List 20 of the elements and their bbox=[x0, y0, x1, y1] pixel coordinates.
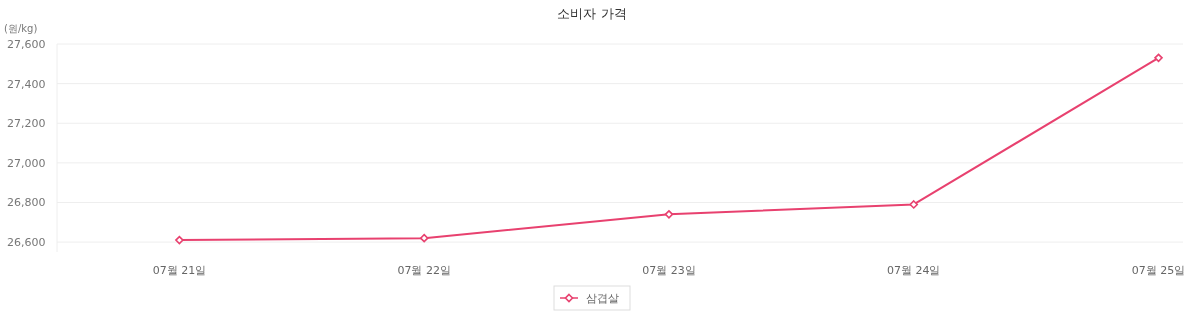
x-tick-label: 07월 22일 bbox=[397, 264, 451, 277]
point bbox=[1154, 53, 1163, 63]
point bbox=[419, 233, 429, 243]
y-tick-label: 26,600 bbox=[7, 236, 46, 250]
y-tick-label: 27,000 bbox=[7, 156, 46, 170]
point bbox=[175, 235, 184, 245]
y-tick-label: 27,200 bbox=[7, 117, 46, 131]
y-tick-label: 26,800 bbox=[7, 196, 46, 210]
x-tick-label: 07월 25일 bbox=[1131, 264, 1184, 277]
x-tick-label: 07월 24일 bbox=[886, 264, 941, 277]
y-tick-label: 27,600 bbox=[7, 38, 46, 51]
point bbox=[664, 210, 674, 219]
chart-title: 소비자 가격 bbox=[557, 6, 627, 21]
legend-label: 삼겹살 bbox=[586, 292, 619, 305]
x-tick-label: 07월 23일 bbox=[642, 264, 696, 277]
y-axis-title: (원/kg) bbox=[4, 23, 38, 34]
legend: 삼겹살 bbox=[553, 285, 631, 311]
point bbox=[909, 200, 919, 209]
x-tick-label: 07월 21일 bbox=[152, 264, 207, 277]
y-tick-label: 27,400 bbox=[7, 77, 46, 91]
